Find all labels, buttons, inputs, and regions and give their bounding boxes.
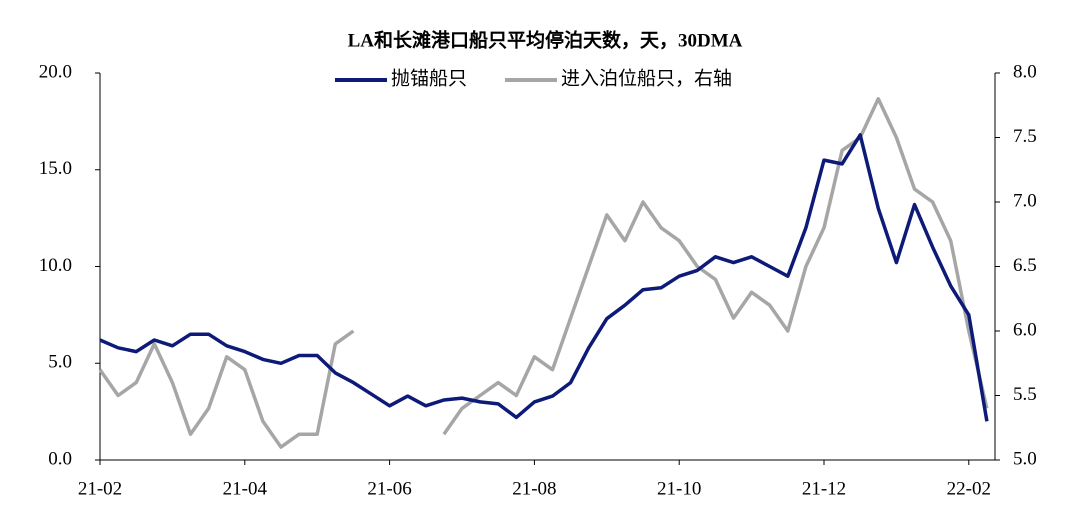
y-tick-label: 15.0: [39, 158, 72, 179]
line-series: [98, 97, 989, 449]
chart-title: LA和长滩港口船只平均停泊天数，天，30DMA: [348, 28, 743, 51]
x-tick-label: 21-04: [223, 478, 268, 499]
x-tick-label: 21-12: [802, 478, 846, 499]
y-tick-label: 5.0: [48, 352, 72, 373]
legend-label: 抛锚船只: [391, 67, 467, 89]
y2-tick-label: 7.0: [1013, 190, 1037, 211]
y2-tick-label: 5.0: [1013, 448, 1037, 469]
x-tick-label: 21-08: [512, 478, 556, 499]
y-tick-label: 20.0: [39, 61, 72, 82]
x-tick-label: 22-02: [947, 478, 991, 499]
y2-tick-label: 5.5: [1013, 384, 1037, 405]
y-tick-label: 10.0: [39, 255, 72, 276]
y2-tick-label: 6.0: [1013, 319, 1037, 340]
line-series: [99, 133, 989, 422]
legend-label: 进入泊位船只，右轴: [561, 67, 732, 89]
x-tick-label: 21-02: [78, 478, 122, 499]
x-tick-label: 21-10: [657, 478, 701, 499]
x-tick-label: 21-06: [367, 478, 411, 499]
y2-tick-label: 8.0: [1013, 61, 1037, 82]
y-tick-label: 0.0: [48, 448, 72, 469]
y2-tick-label: 7.5: [1013, 126, 1037, 147]
y2-tick-label: 6.5: [1013, 255, 1037, 276]
